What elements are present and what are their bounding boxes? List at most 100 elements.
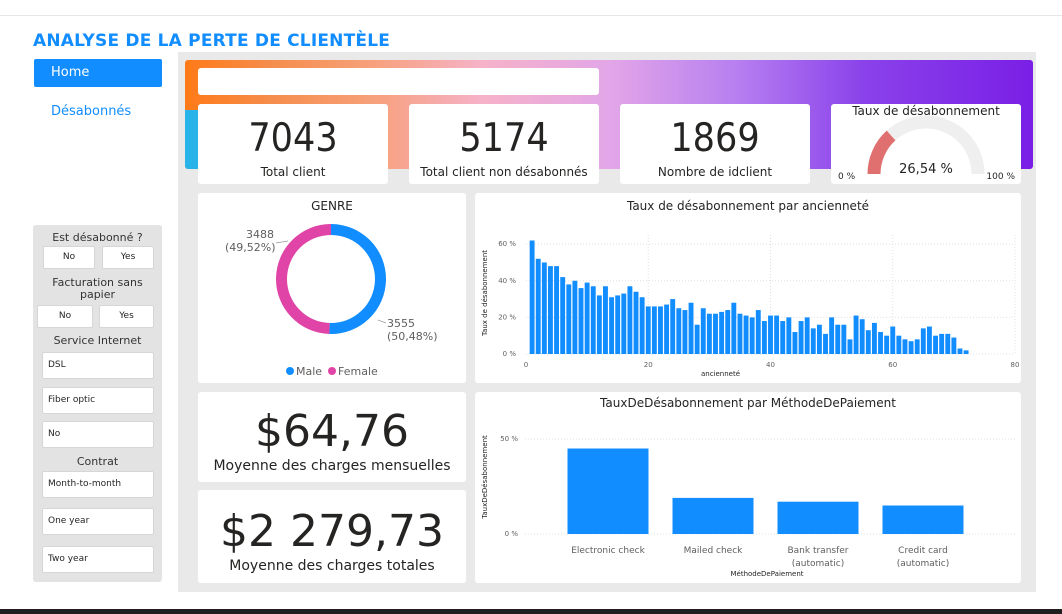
tenure-bar[interactable] (603, 286, 608, 354)
tenure-bar[interactable] (884, 335, 890, 354)
bottom-bar (0, 609, 1062, 614)
tenure-bar[interactable] (621, 293, 627, 354)
search-input[interactable] (198, 68, 599, 95)
paperless-no-button[interactable]: No (37, 305, 93, 328)
tenure-bar[interactable] (780, 321, 786, 354)
legend-female-marker (328, 367, 336, 375)
tenure-bar[interactable] (706, 313, 712, 354)
tenure-bar[interactable] (804, 317, 810, 354)
tenure-bar[interactable] (670, 299, 676, 354)
tenure-bar[interactable] (590, 286, 596, 354)
tenure-bar[interactable] (743, 315, 749, 354)
payment-bar[interactable] (672, 497, 754, 534)
tenure-bar[interactable] (810, 328, 816, 354)
kpi-card-churned-count: 1869 Nombre de idclient (620, 104, 810, 184)
contract-option-two-year[interactable]: Two year (42, 546, 154, 573)
tenure-bar[interactable] (560, 277, 566, 354)
tenure-bar[interactable] (951, 337, 957, 354)
donut-slice-female[interactable] (276, 224, 331, 334)
tenure-bar[interactable] (645, 306, 651, 354)
tenure-bar[interactable] (548, 266, 553, 354)
tenure-bar[interactable] (865, 330, 871, 354)
tenure-bar[interactable] (651, 306, 657, 354)
legend-female-label: Female (338, 365, 378, 378)
internet-option-fiber[interactable]: Fiber optic (42, 387, 154, 414)
kpi-label: Nombre de idclient (657, 165, 773, 179)
tenure-bar[interactable] (933, 335, 938, 354)
tenure-bar[interactable] (939, 333, 945, 354)
tenure-bar[interactable] (847, 339, 853, 354)
tenure-bar[interactable] (957, 348, 963, 354)
tenure-bar[interactable] (792, 332, 798, 354)
tenure-bar[interactable] (878, 332, 883, 354)
tenure-bar[interactable] (798, 321, 804, 354)
tenure-x-tick: 80 (1011, 361, 1020, 369)
tenure-bar[interactable] (749, 317, 755, 354)
tenure-bar[interactable] (627, 286, 633, 354)
tenure-bar[interactable] (841, 324, 847, 354)
tenure-bar[interactable] (658, 306, 663, 354)
payment-bar[interactable] (777, 501, 859, 534)
tenure-bar[interactable] (737, 313, 743, 354)
tenure-bar[interactable] (700, 308, 706, 354)
tenure-bar[interactable] (853, 315, 859, 354)
payment-bar[interactable] (882, 505, 964, 535)
tenure-bar[interactable] (945, 333, 951, 354)
tenure-bar[interactable] (554, 266, 560, 354)
tenure-bar[interactable] (676, 308, 682, 354)
tenure-bar[interactable] (713, 313, 718, 354)
contract-option-monthly[interactable]: Month-to-month (42, 471, 154, 498)
tenure-bar[interactable] (774, 315, 780, 354)
nav-home-button[interactable]: Home (34, 59, 162, 87)
tenure-bar[interactable] (609, 297, 615, 354)
gauge-max-label: 100 % (986, 172, 1015, 182)
tenure-bar[interactable] (761, 321, 767, 354)
tenure-bar[interactable] (541, 262, 547, 354)
tenure-bar[interactable] (731, 302, 737, 354)
tenure-bar[interactable] (688, 302, 694, 354)
tenure-bar[interactable] (871, 322, 877, 354)
tenure-bar[interactable] (896, 335, 902, 354)
nav-unsubscribed-button[interactable]: Désabonnés (51, 104, 132, 119)
tenure-bar[interactable] (835, 324, 841, 354)
tenure-bar[interactable] (596, 295, 602, 354)
tenure-bar[interactable] (566, 284, 572, 354)
internet-option-dsl[interactable]: DSL (42, 352, 154, 379)
tenure-bar[interactable] (816, 324, 822, 354)
tenure-bar[interactable] (926, 326, 932, 354)
tenure-bar[interactable] (664, 304, 670, 354)
tenure-bar[interactable] (572, 280, 578, 354)
paperless-yes-button[interactable]: Yes (99, 305, 154, 328)
internet-option-no[interactable]: No (42, 421, 154, 448)
tenure-bar[interactable] (682, 310, 688, 354)
tenure-bar[interactable] (725, 310, 731, 354)
churn-yes-button[interactable]: Yes (102, 246, 154, 269)
tenure-bar[interactable] (584, 282, 590, 354)
tenure-bar[interactable] (578, 288, 584, 354)
tenure-bar[interactable] (823, 333, 828, 354)
tenure-bar[interactable] (639, 297, 645, 354)
tenure-bar[interactable] (902, 339, 908, 354)
donut-slice-male[interactable] (329, 224, 387, 334)
tenure-bar[interactable] (615, 295, 621, 354)
tenure-bar[interactable] (914, 339, 920, 354)
tenure-bar[interactable] (908, 341, 914, 354)
tenure-bar[interactable] (535, 258, 541, 354)
kpi-value: 7043 (248, 116, 338, 161)
tenure-bar[interactable] (768, 315, 773, 354)
tenure-bar[interactable] (694, 324, 700, 354)
tenure-bar[interactable] (829, 317, 835, 354)
tenure-bar[interactable] (719, 311, 725, 354)
tenure-bar[interactable] (786, 317, 792, 354)
contract-option-one-year[interactable]: One year (42, 508, 154, 535)
tenure-bar[interactable] (859, 319, 865, 354)
tenure-bar[interactable] (890, 326, 896, 354)
churn-no-button[interactable]: No (43, 246, 95, 269)
donut-label-female-pct: (49,52%) (225, 241, 276, 254)
tenure-bar[interactable] (755, 310, 761, 354)
tenure-bar[interactable] (633, 291, 639, 354)
payment-bar[interactable] (567, 448, 649, 535)
tenure-bar[interactable] (963, 350, 969, 354)
tenure-bar[interactable] (529, 240, 535, 354)
tenure-bar[interactable] (920, 328, 926, 354)
